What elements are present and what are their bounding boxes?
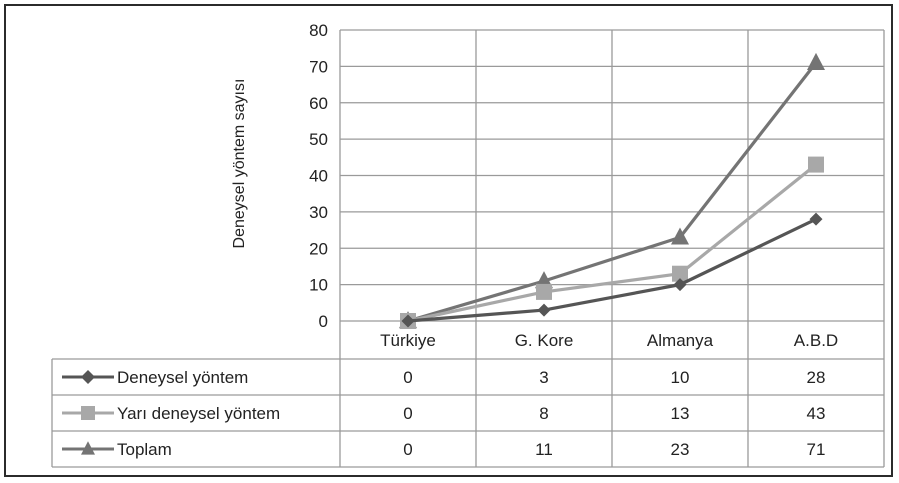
legend-series-name: Deneysel yöntem bbox=[117, 368, 248, 387]
table-cell-value: 23 bbox=[671, 440, 690, 459]
legend-series-name: Toplam bbox=[117, 440, 172, 459]
y-tick-label: 0 bbox=[319, 312, 328, 331]
table-cell-value: 10 bbox=[671, 368, 690, 387]
table-cell-value: 71 bbox=[807, 440, 826, 459]
series-1 bbox=[400, 156, 824, 329]
x-category-label: A.B.D bbox=[794, 331, 838, 350]
table-cell-value: 8 bbox=[539, 404, 548, 423]
data-point bbox=[671, 227, 689, 245]
x-category-label: Türkiye bbox=[380, 331, 436, 350]
legend-key-marker bbox=[81, 441, 95, 455]
table-cell-value: 3 bbox=[539, 368, 548, 387]
y-tick-label: 50 bbox=[309, 130, 328, 149]
series-0 bbox=[401, 212, 823, 328]
data-point bbox=[537, 303, 551, 317]
y-tick-label: 20 bbox=[309, 239, 328, 258]
y-axis-label: Deneysel yöntem sayısı bbox=[231, 79, 248, 249]
y-tick-label: 70 bbox=[309, 57, 328, 76]
data-point bbox=[672, 265, 688, 282]
table-cell-value: 11 bbox=[535, 440, 553, 459]
legend-series-name: Yarı deneysel yöntem bbox=[117, 404, 280, 423]
table-cell-value: 0 bbox=[403, 368, 412, 387]
data-table: Türkiye G. Kore Almanya A.B.D Deneysel yönte… bbox=[51, 30, 885, 468]
y-tick-label: 30 bbox=[309, 203, 328, 222]
table-cell-value: 43 bbox=[807, 404, 826, 423]
y-axis-ticks: 0 10 20 30 40 50 60 70 80 bbox=[309, 21, 328, 331]
table-cell-value: 0 bbox=[403, 404, 412, 423]
y-tick-label: 60 bbox=[309, 94, 328, 113]
x-category-label: Almanya bbox=[647, 331, 714, 350]
x-category-label: G. Kore bbox=[515, 331, 574, 350]
series-line bbox=[407, 217, 817, 323]
series-line bbox=[407, 61, 818, 323]
table-cell-value: 28 bbox=[807, 368, 826, 387]
series-lines bbox=[399, 52, 825, 329]
chart-frame: 0 10 20 30 40 50 60 70 80 Deneysel yöntem sayısı… bbox=[4, 4, 893, 477]
y-tick-label: 10 bbox=[309, 276, 328, 295]
data-point bbox=[401, 314, 415, 328]
y-tick-label: 80 bbox=[309, 21, 328, 40]
data-point bbox=[673, 278, 687, 292]
legend-key-marker bbox=[81, 370, 95, 384]
table-cell-value: 13 bbox=[671, 404, 690, 423]
y-tick-label: 40 bbox=[309, 167, 328, 186]
data-point bbox=[807, 52, 825, 70]
legend-key-marker bbox=[81, 406, 95, 420]
data-point bbox=[809, 212, 823, 226]
series-line bbox=[407, 163, 818, 323]
data-point bbox=[808, 156, 824, 173]
table-cell-value: 0 bbox=[403, 440, 412, 459]
data-point bbox=[536, 283, 552, 300]
